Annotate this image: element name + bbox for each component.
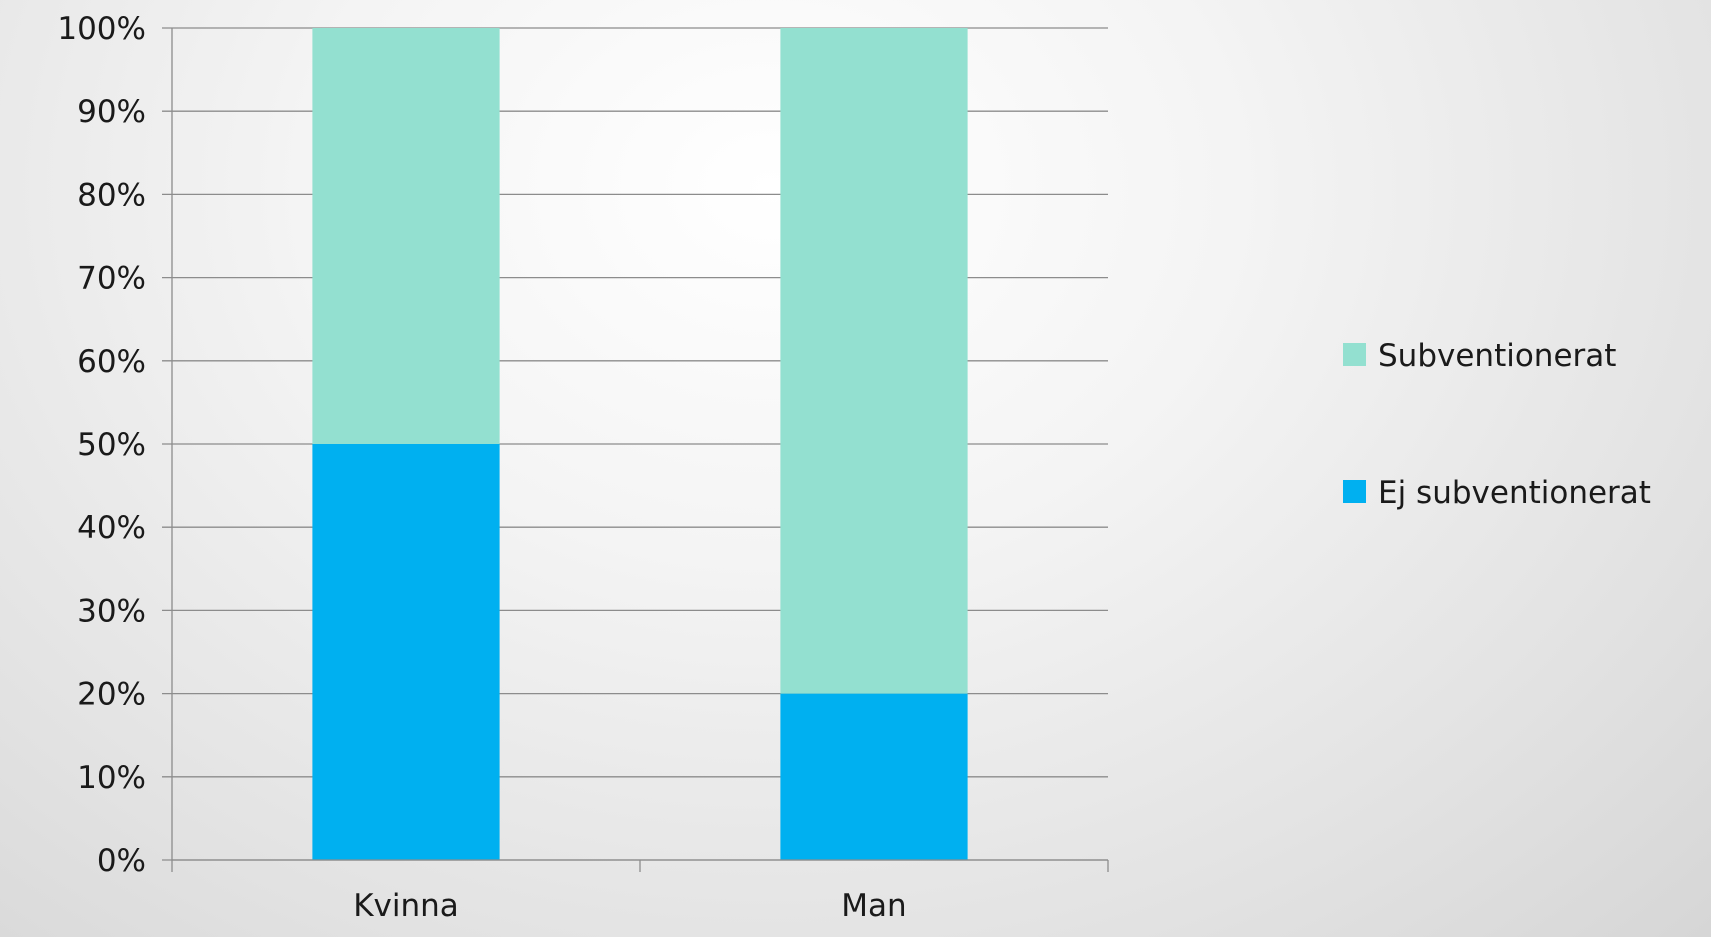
- y-tick-label: 40%: [77, 510, 146, 546]
- x-category-label: Kvinna: [353, 888, 459, 924]
- legend-label-subventionerat: Subventionerat: [1378, 338, 1616, 374]
- y-tick-label: 70%: [77, 261, 146, 297]
- legend-label-ej-subventionerat: Ej subventionerat: [1378, 475, 1651, 511]
- x-category-label: Man: [841, 888, 906, 924]
- y-tick-label: 30%: [77, 593, 146, 629]
- bar-subventionerat-kvinna: [312, 28, 500, 444]
- bar-subventionerat-man: [780, 28, 968, 694]
- x-category-labels: Kvinna Man: [353, 888, 906, 924]
- bar-ej-subventionerat-man: [780, 693, 968, 860]
- y-tick-label: 20%: [77, 677, 146, 713]
- bars: [312, 28, 968, 860]
- y-tick-label: 90%: [77, 94, 146, 130]
- y-tick-label: 60%: [77, 344, 146, 380]
- axes: [171, 28, 1109, 872]
- legend-swatch-subventionerat: [1343, 343, 1366, 366]
- y-tick-label: 0%: [97, 843, 146, 879]
- y-tick-labels: 0% 10% 20% 30% 40% 50% 60% 70% 80% 90% 100%: [57, 11, 146, 879]
- legend: Subventionerat Ej subventionerat: [1343, 338, 1651, 511]
- bar-ej-subventionerat-kvinna: [312, 444, 500, 860]
- legend-swatch-ej-subventionerat: [1343, 480, 1366, 503]
- y-tick-label: 10%: [77, 760, 146, 796]
- y-tick-label: 50%: [77, 427, 146, 463]
- y-tick-label: 80%: [77, 177, 146, 213]
- y-tick-label: 100%: [57, 11, 146, 47]
